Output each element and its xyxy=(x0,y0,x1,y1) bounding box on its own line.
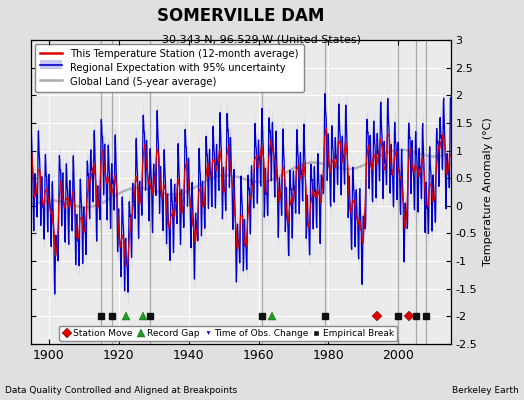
Text: Berkeley Earth: Berkeley Earth xyxy=(452,386,519,395)
Text: 30.343 N, 96.529 W (United States): 30.343 N, 96.529 W (United States) xyxy=(162,34,362,44)
Text: Data Quality Controlled and Aligned at Breakpoints: Data Quality Controlled and Aligned at B… xyxy=(5,386,237,395)
Title: SOMERVILLE DAM: SOMERVILLE DAM xyxy=(157,6,325,24)
Legend: Station Move, Record Gap, Time of Obs. Change, Empirical Break: Station Move, Record Gap, Time of Obs. C… xyxy=(59,326,398,341)
Y-axis label: Temperature Anomaly (°C): Temperature Anomaly (°C) xyxy=(483,118,493,266)
